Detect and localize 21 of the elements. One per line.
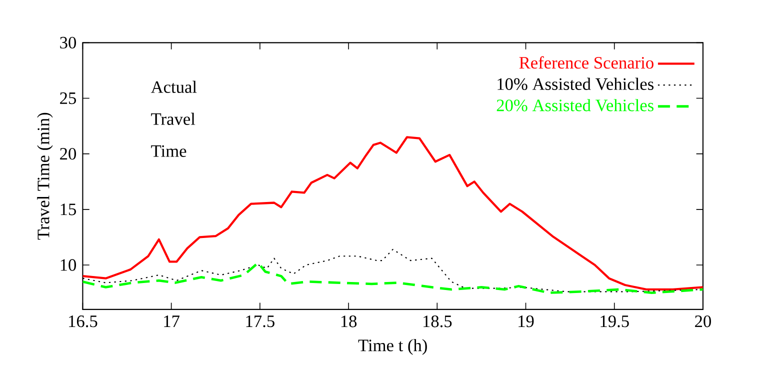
x-axis-title: Time t (h)	[358, 338, 427, 355]
y-tick-label: 10	[60, 258, 76, 271]
line-series	[82, 261, 703, 294]
x-tick-label: 18.5	[424, 315, 452, 328]
y-tick-label: 30	[60, 36, 76, 48]
legend-label: 20% Assisted Vehicles	[496, 98, 654, 112]
line-series	[82, 136, 703, 290]
x-tick-label: 19.5	[600, 315, 629, 328]
x-tick-label: 17	[164, 315, 180, 327]
x-tick-label: 20	[695, 315, 711, 327]
y-tick-label: 15	[60, 203, 76, 215]
x-tick-label: 18	[341, 315, 357, 327]
x-tick-label: 16.5	[69, 315, 98, 328]
x-tick-label: 19	[518, 315, 534, 327]
x-tick-label: 17.5	[246, 315, 274, 327]
annotation: Actual Travel Time	[150, 80, 197, 157]
y-tick-label: 20	[60, 148, 76, 160]
y-tick-label: 25	[60, 92, 76, 104]
y-axis-title: Travel Time (min)	[37, 112, 53, 240]
legend-label: 10% Assisted Vehicles	[498, 78, 654, 90]
legend-label: Reference Scenario	[519, 56, 654, 68]
